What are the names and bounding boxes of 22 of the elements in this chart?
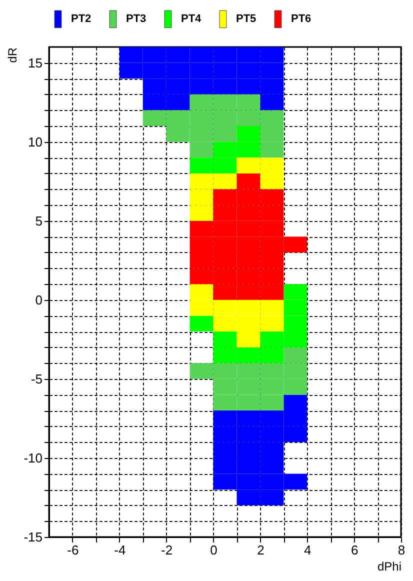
y-tick-label: 10 — [28, 134, 42, 150]
legend-label: PT5 — [236, 13, 256, 26]
legend-label: PT3 — [126, 13, 146, 26]
y-tick-label: -10 — [24, 450, 42, 466]
y-tick-label: 0 — [35, 292, 42, 308]
x-axis-title: dPhi — [377, 560, 402, 574]
x-tick-label: 6 — [350, 542, 358, 558]
x-tick-label: 4 — [304, 542, 312, 558]
y-axis-title: dR — [6, 47, 20, 63]
legend-label: PT6 — [291, 13, 312, 26]
x-tick-label: -4 — [114, 542, 126, 558]
legend-label: PT4 — [181, 13, 202, 26]
y-tick-label: -5 — [30, 371, 42, 386]
x-tick-label: -6 — [67, 542, 79, 558]
x-tick-label: 8 — [398, 542, 406, 558]
y-tick-label: 5 — [35, 213, 42, 228]
x-tick-label: 0 — [210, 542, 218, 558]
legend-label: PT2 — [71, 13, 92, 26]
x-tick-label: -2 — [161, 542, 173, 558]
x-tick-label: 2 — [257, 542, 264, 558]
y-tick-label: -15 — [24, 530, 42, 544]
y-tick-label: 15 — [28, 55, 42, 70]
